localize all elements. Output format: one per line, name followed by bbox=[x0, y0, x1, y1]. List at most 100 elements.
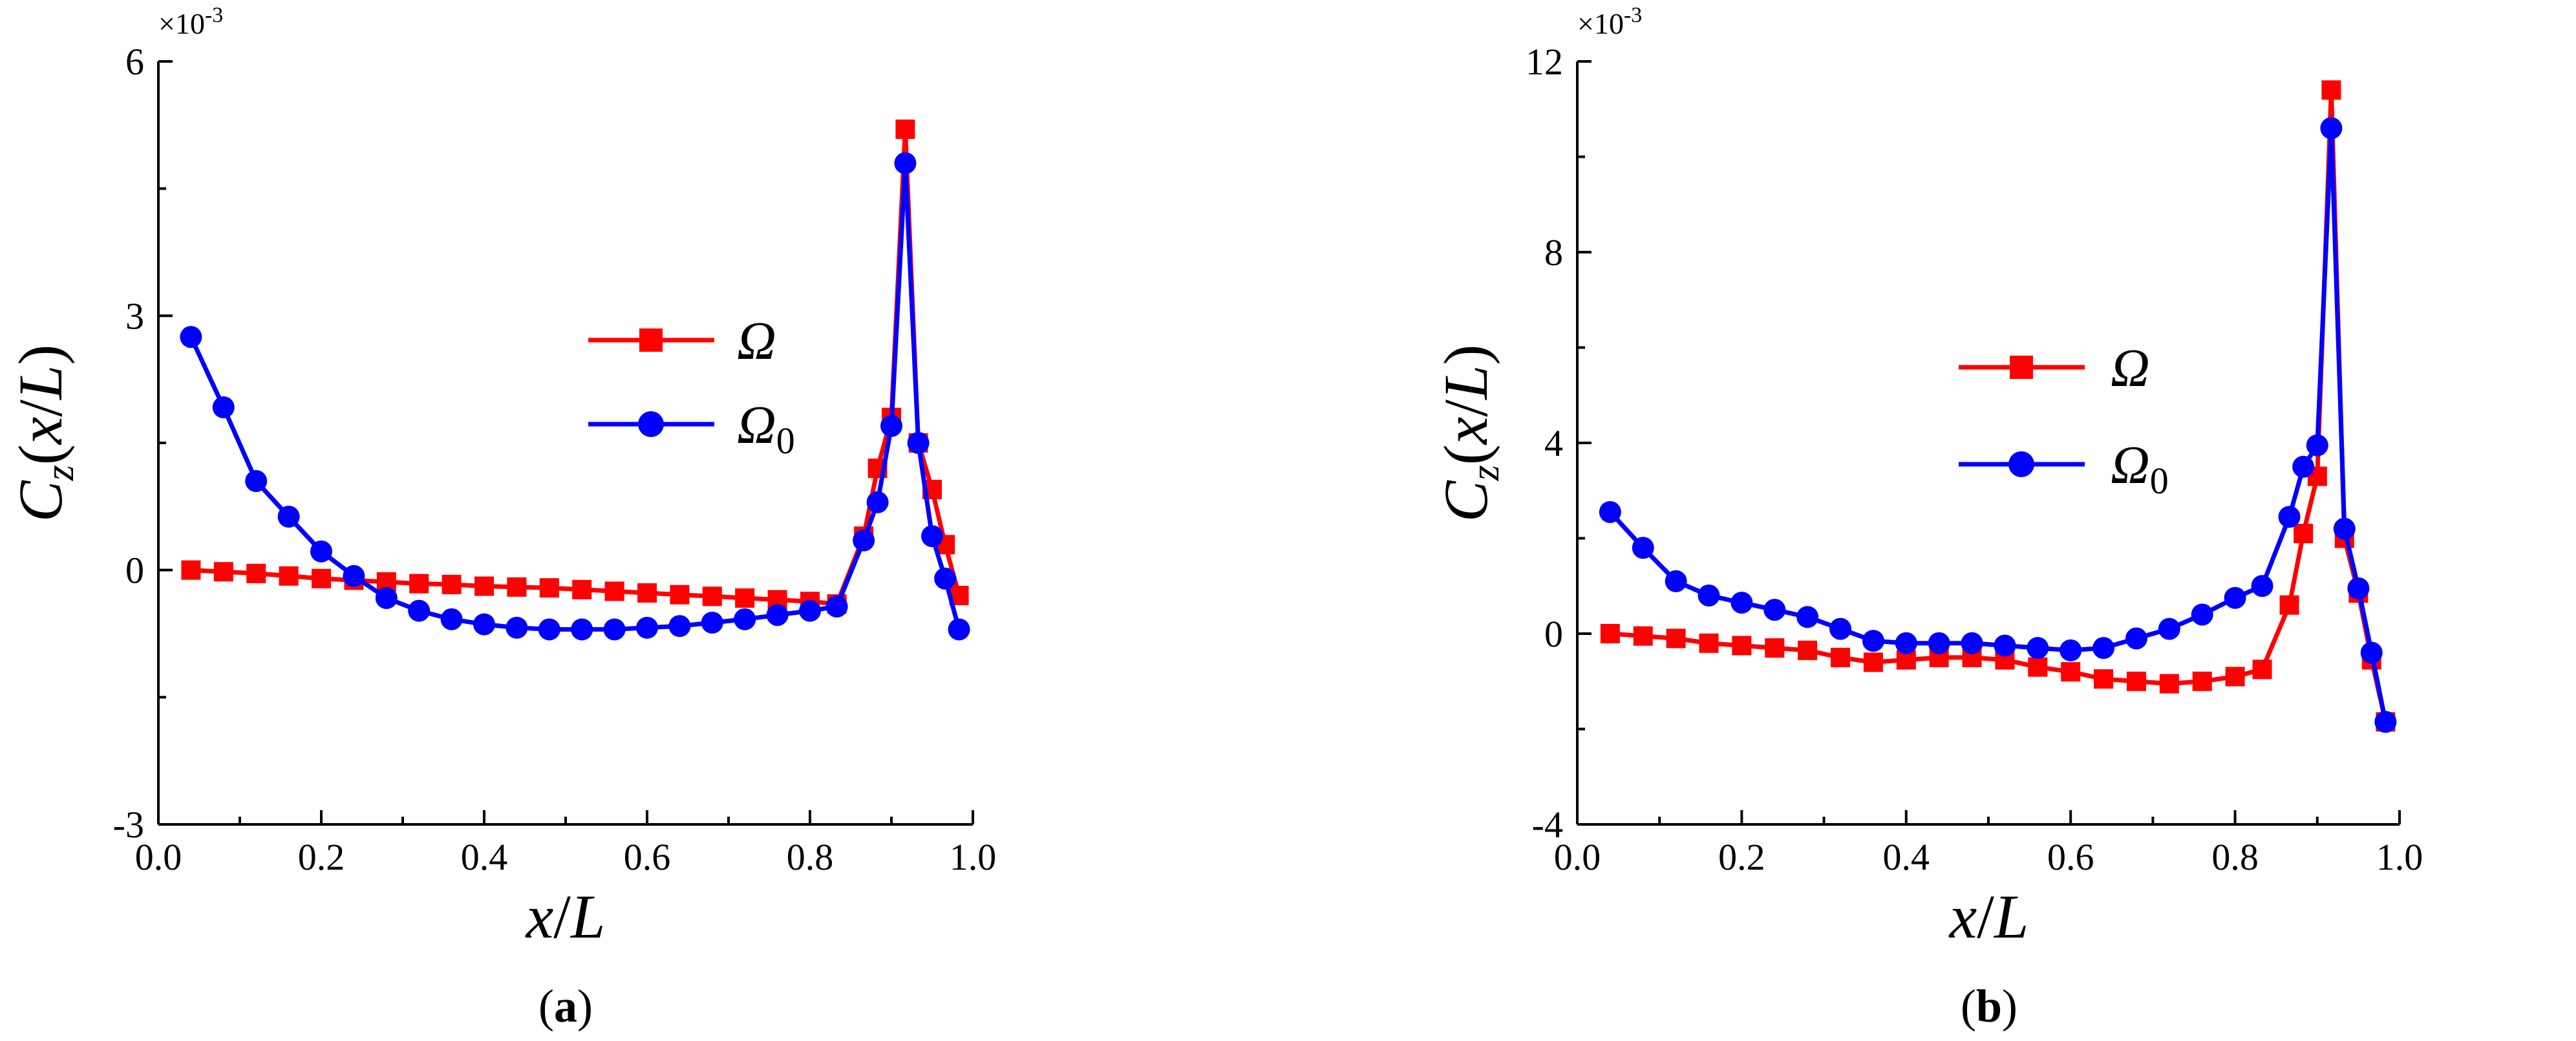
data-point-omega0 bbox=[343, 564, 365, 587]
data-point-omega0 bbox=[636, 616, 658, 639]
data-point-omega0 bbox=[1862, 630, 1884, 652]
data-point-omega bbox=[246, 563, 266, 583]
y-tick-label: -3 bbox=[113, 804, 144, 846]
data-point-omega bbox=[572, 579, 592, 599]
data-point-omega0 bbox=[948, 618, 970, 641]
data-point-omega bbox=[1633, 626, 1653, 646]
y-tick-label: 6 bbox=[125, 41, 144, 83]
data-point-omega bbox=[702, 586, 722, 606]
data-point-omega bbox=[181, 560, 201, 580]
y-tick-label: 12 bbox=[1526, 41, 1563, 83]
data-point-omega0 bbox=[506, 616, 528, 639]
data-point-omega bbox=[895, 119, 915, 139]
x-tick-label: 1.0 bbox=[950, 836, 997, 878]
data-point-omega bbox=[2192, 671, 2212, 691]
data-point-omega bbox=[442, 574, 462, 594]
legend: Ω Ω0 bbox=[1959, 338, 2169, 502]
data-point-omega0 bbox=[701, 611, 723, 634]
data-point-omega0 bbox=[245, 470, 268, 492]
data-point-omega bbox=[637, 583, 657, 603]
data-point-omega0 bbox=[2027, 637, 2049, 660]
data-point-omega0 bbox=[766, 604, 789, 627]
data-point-omega bbox=[2279, 595, 2299, 615]
data-point-omega0 bbox=[538, 618, 560, 641]
data-point-omega0 bbox=[1796, 606, 1819, 628]
data-point-omega bbox=[2061, 662, 2081, 681]
legend-label-omega0: Ω0 bbox=[737, 395, 795, 462]
data-point-omega bbox=[409, 574, 429, 594]
data-point-omega0 bbox=[1829, 617, 1852, 640]
data-point-omega0 bbox=[1665, 570, 1687, 592]
x-tick-label: 0.2 bbox=[1718, 836, 1765, 878]
data-point-omega bbox=[1765, 638, 1785, 658]
data-point-omega0 bbox=[2374, 711, 2397, 733]
x-tick-label: 1.0 bbox=[2376, 836, 2423, 878]
data-point-omega0 bbox=[2320, 117, 2343, 140]
data-point-omega bbox=[1798, 640, 1818, 660]
data-point-omega0 bbox=[1730, 592, 1753, 614]
data-point-omega bbox=[2321, 80, 2341, 100]
data-point-omega bbox=[1863, 652, 1883, 672]
x-axis-label: x/L bbox=[1948, 882, 2029, 951]
data-point-omega0 bbox=[2092, 637, 2115, 660]
y-tick-label: 0 bbox=[1544, 613, 1563, 655]
data-point-omega0 bbox=[1599, 500, 1621, 523]
data-point-omega bbox=[2159, 674, 2179, 694]
chart-panel-a: ×10-3 Cz(x/L) x/L (a) Ω Ω0 0.0 0.2 0.4 0.6 0… bbox=[6, 3, 996, 1033]
x-tick-label: 0.4 bbox=[1883, 836, 1930, 878]
y-tick-label: 8 bbox=[1544, 231, 1563, 274]
data-point-omega0 bbox=[880, 414, 902, 437]
panel-caption-a: (a) bbox=[538, 980, 593, 1032]
data-point-omega0 bbox=[603, 618, 626, 641]
data-point-omega bbox=[507, 577, 527, 597]
data-point-omega0 bbox=[2158, 617, 2180, 640]
chart-panel-b: ×10-3 Cz(x/L) x/L (b) Ω Ω0 0.0 0.2 0.4 0.6 0… bbox=[1431, 3, 2423, 1033]
data-point-omega0 bbox=[2347, 577, 2370, 599]
data-point-omega bbox=[604, 581, 624, 601]
data-point-omega0 bbox=[2278, 506, 2301, 528]
data-point-omega bbox=[1699, 633, 1719, 653]
data-point-omega0 bbox=[866, 491, 889, 513]
data-point-omega0 bbox=[1763, 599, 1786, 621]
y-tick-label: 3 bbox=[125, 295, 144, 337]
data-point-omega bbox=[1666, 628, 1686, 649]
panel-caption-b: (b) bbox=[1961, 980, 2017, 1032]
series-line-omega bbox=[1610, 87, 2388, 723]
x-tick-label: 0.8 bbox=[787, 836, 834, 878]
data-point-omega0 bbox=[921, 525, 943, 548]
data-point-omega0 bbox=[2125, 627, 2147, 650]
x-tick-label: 0.6 bbox=[2047, 836, 2094, 878]
data-point-omega bbox=[1732, 636, 1752, 656]
legend: Ω Ω0 bbox=[588, 311, 795, 462]
data-point-omega0 bbox=[2306, 434, 2328, 456]
data-point-omega0 bbox=[934, 567, 957, 590]
data-point-omega0 bbox=[440, 608, 463, 630]
data-point-omega0 bbox=[473, 613, 495, 636]
legend-label-omega0: Ω0 bbox=[2111, 435, 2169, 502]
data-point-omega0 bbox=[2224, 586, 2246, 609]
legend-marker-omega0 bbox=[2008, 451, 2034, 477]
data-point-omega0 bbox=[1961, 632, 1983, 654]
x-tick-label: 0.0 bbox=[135, 836, 182, 878]
data-point-omega bbox=[213, 562, 233, 582]
data-point-omega bbox=[474, 576, 494, 596]
legend-marker-omega bbox=[639, 328, 663, 352]
data-point-omega0 bbox=[1895, 632, 1917, 654]
data-point-omega0 bbox=[277, 506, 300, 528]
data-point-omega0 bbox=[310, 540, 332, 563]
data-point-omega0 bbox=[180, 326, 202, 349]
legend-marker-omega bbox=[2010, 356, 2033, 379]
data-point-omega0 bbox=[1632, 537, 1654, 559]
data-point-omega0 bbox=[799, 599, 821, 622]
data-point-omega0 bbox=[853, 529, 875, 552]
series-line-omega0 bbox=[189, 160, 961, 632]
data-point-omega0 bbox=[1928, 632, 1950, 654]
data-point-omega0 bbox=[2251, 575, 2273, 597]
data-point-omega0 bbox=[212, 396, 235, 418]
data-point-omega0 bbox=[734, 608, 756, 630]
data-point-omega0 bbox=[894, 152, 917, 175]
data-point-omega bbox=[1831, 647, 1851, 667]
data-point-omega bbox=[279, 566, 299, 586]
data-point-omega0 bbox=[907, 432, 930, 454]
data-point-omega bbox=[539, 578, 559, 598]
